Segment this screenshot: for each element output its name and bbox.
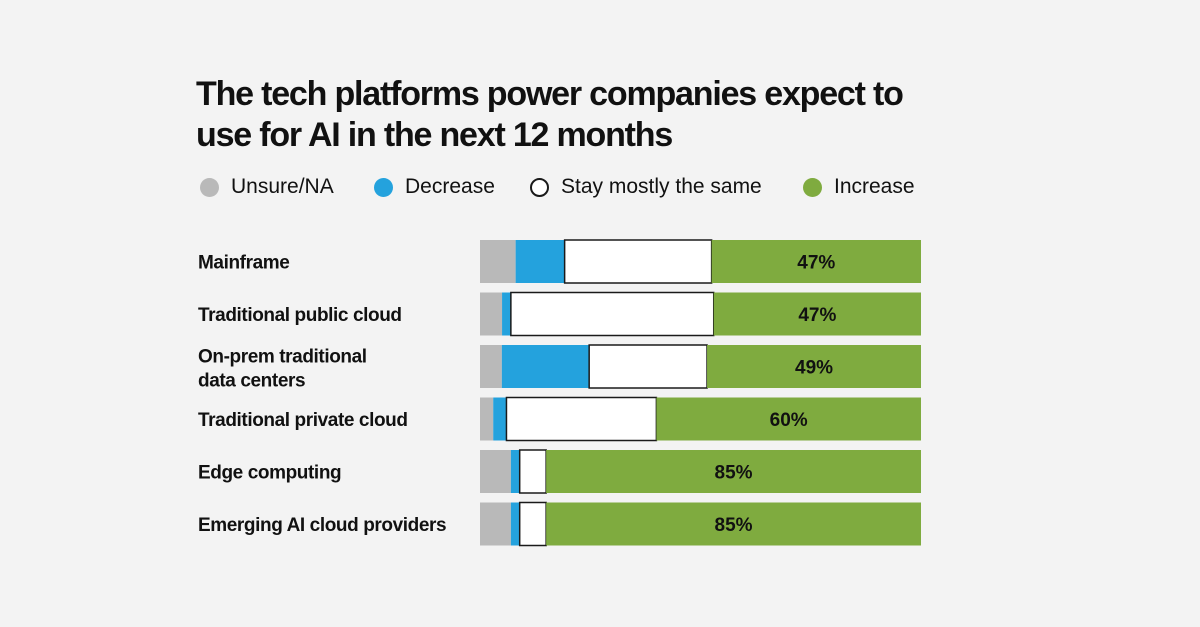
bar-row: Traditional public cloud 47% (198, 291, 921, 337)
category-label: Edge computing (198, 463, 341, 484)
legend-label-unsure: Unsure/NA (231, 175, 334, 198)
bar-segment-same (588, 344, 708, 389)
data-label-increase: 85% (715, 515, 753, 536)
legend-swatch-same (530, 177, 549, 197)
bar-row: Mainframe 47% (198, 239, 921, 284)
legend-swatch-unsure (200, 177, 219, 197)
legend-item-same: Stay mostly the same (530, 172, 762, 202)
chart-legend: Unsure/NA Decrease Stay mostly the same … (200, 172, 960, 202)
data-label-increase: 47% (798, 305, 836, 326)
bar-segment-decrease (515, 240, 565, 283)
bar-segment-unsure (480, 450, 511, 493)
category-label: Emerging AI cloud providers (198, 515, 446, 536)
bar-segment-decrease (501, 345, 590, 388)
bar-segment-unsure (480, 345, 502, 388)
bar-segment-same (563, 239, 713, 284)
data-label-increase: 47% (797, 253, 835, 274)
legend-swatch-increase (803, 177, 822, 197)
bar-segment-unsure (480, 240, 516, 283)
bar-segment-unsure (480, 292, 503, 336)
bar-segment-increase (711, 240, 921, 283)
legend-label-same: Stay mostly the same (561, 175, 762, 198)
legend-label-decrease: Decrease (405, 175, 495, 198)
bar-segment-unsure (480, 502, 511, 546)
bar-segment-decrease (502, 292, 511, 336)
legend-label-increase: Increase (834, 175, 915, 198)
bar-segment-unsure (480, 397, 494, 441)
bar-segment-increase (707, 345, 921, 388)
bar-row: Edge computing 85% (198, 449, 921, 494)
category-label: Traditional public cloud (198, 305, 402, 326)
category-label: Mainframe (198, 253, 289, 274)
bar-segment-decrease (510, 450, 520, 493)
bar-segment-decrease (510, 502, 520, 546)
category-label: Traditional private cloud (198, 410, 408, 431)
bar-segment-decrease (493, 397, 507, 441)
chart-title: The tech platforms power companies expec… (196, 75, 904, 154)
bar-segment-same (518, 449, 547, 494)
data-label-increase: 49% (795, 358, 833, 379)
bar-segment-increase (546, 450, 921, 493)
bar-segment-increase (546, 502, 921, 546)
bar-segment-increase (713, 292, 921, 336)
bar-row: Traditional private cloud 60% (198, 396, 921, 442)
legend-item-decrease: Decrease (374, 172, 495, 202)
legend-item-increase: Increase (803, 172, 915, 202)
bar-row: On-prem traditional data centers 49% (198, 344, 921, 392)
bar-segment-same (510, 291, 715, 337)
bar-segment-increase (656, 397, 921, 441)
bar-segment-same (505, 396, 658, 442)
data-label-increase: 85% (715, 463, 753, 484)
data-label-increase: 60% (770, 410, 808, 431)
bar-segment-same (518, 501, 547, 547)
bar-row: Emerging AI cloud providers 85% (198, 501, 921, 547)
legend-item-unsure: Unsure/NA (200, 172, 334, 202)
category-label: On-prem traditional data centers (198, 347, 367, 392)
legend-swatch-decrease (374, 177, 393, 197)
